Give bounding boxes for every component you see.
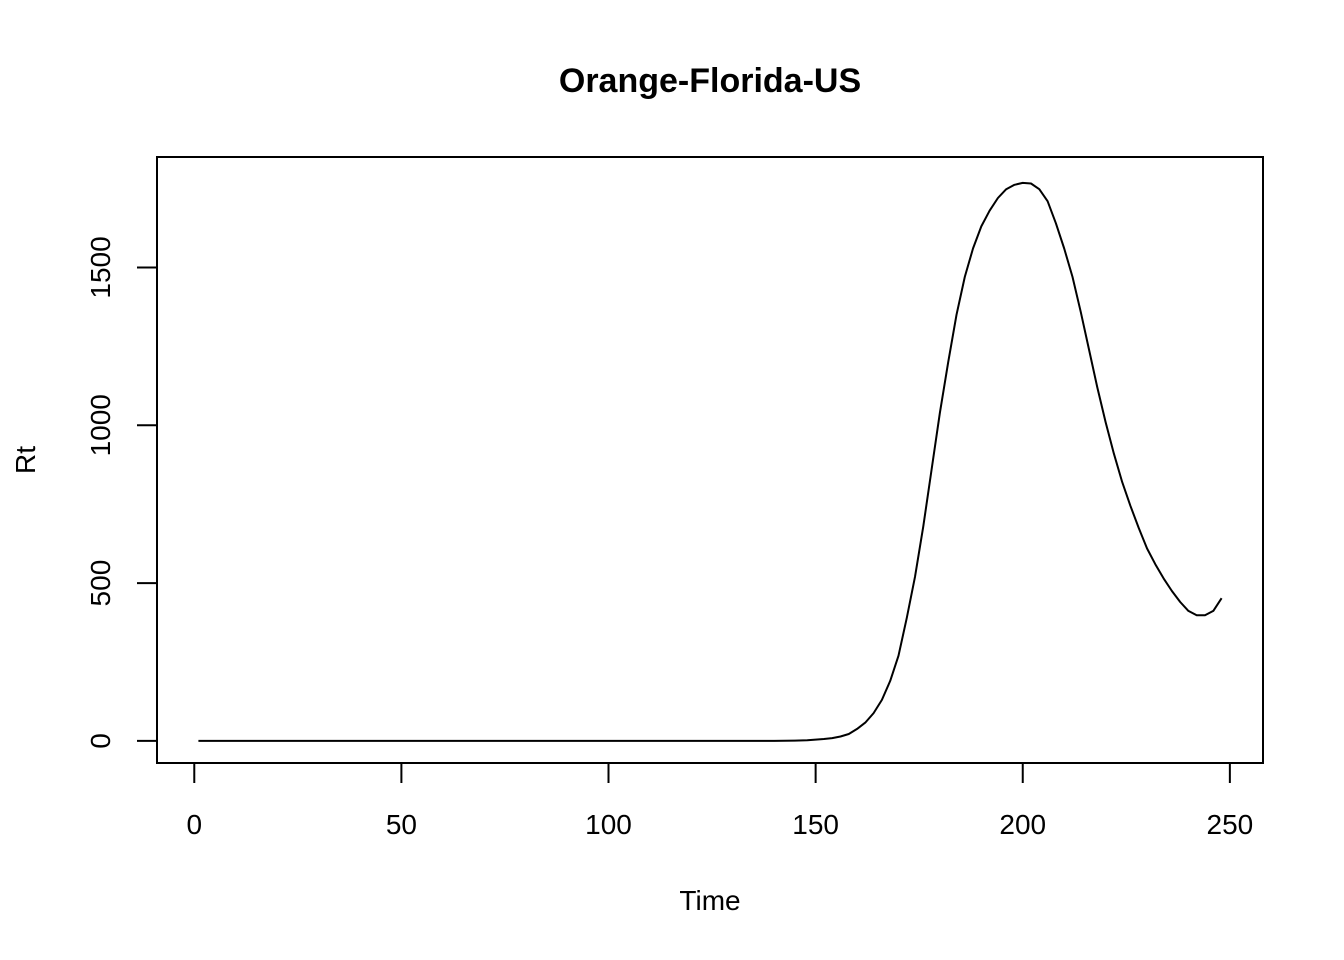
x-tick-label: 0 — [186, 809, 202, 840]
chart-title: Orange-Florida-US — [559, 62, 861, 100]
x-tick-label: 200 — [999, 809, 1046, 840]
y-tick-label: 1500 — [85, 236, 116, 298]
x-tick-label: 250 — [1207, 809, 1254, 840]
x-tick-label: 50 — [386, 809, 417, 840]
series-line — [198, 181, 1223, 742]
x-tick-label: 100 — [585, 809, 632, 840]
y-tick-label: 1000 — [85, 394, 116, 456]
y-axis: 0 500 1000 1500 — [85, 236, 158, 749]
x-axis: 0 50 100 150 200 250 — [186, 762, 1254, 840]
plot-frame — [156, 156, 1264, 764]
x-axis-label: Time — [679, 885, 740, 916]
y-tick-label: 0 — [85, 733, 116, 749]
y-tick-label: 500 — [85, 560, 116, 607]
y-axis-label: Rt — [10, 446, 41, 474]
x-tick-label: 150 — [792, 809, 839, 840]
